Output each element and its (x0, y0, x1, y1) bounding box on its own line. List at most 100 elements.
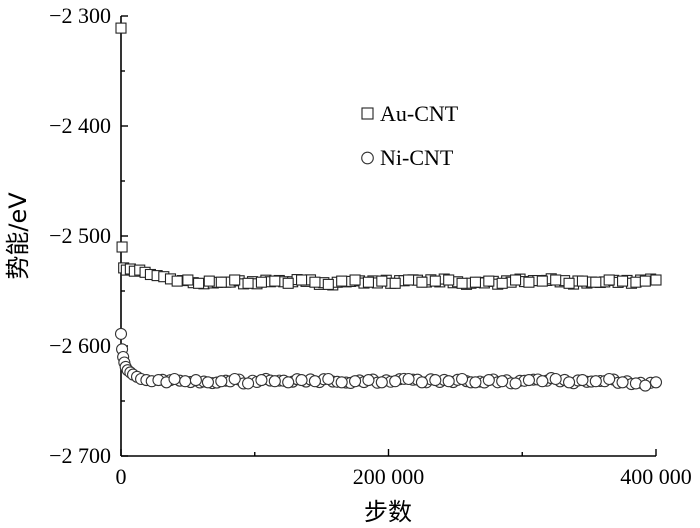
series-layer (114, 22, 663, 392)
data-point (115, 22, 127, 34)
data-point (309, 276, 321, 288)
data-point (523, 276, 535, 288)
data-point (650, 274, 662, 286)
data-point (349, 274, 361, 286)
data-point (550, 274, 562, 286)
data-point (429, 374, 442, 387)
data-point (469, 376, 482, 389)
y-axis-ticks: −2 300 −2 400 −2 500 −2 600 −2 700 (49, 3, 128, 468)
legend-label-ni-cnt: Ni-CNT (380, 145, 454, 170)
data-point (229, 274, 241, 286)
data-point (509, 377, 522, 390)
series-ni-cnt (114, 327, 663, 392)
data-point (171, 275, 183, 287)
data-point (322, 278, 334, 290)
data-point (389, 375, 402, 388)
data-point (402, 372, 415, 386)
data-point (549, 372, 562, 386)
data-point (469, 276, 481, 288)
y-tick-label: −2 700 (49, 443, 111, 468)
data-point (255, 374, 268, 387)
data-point (228, 372, 241, 386)
data-point (456, 372, 469, 386)
data-point (442, 375, 455, 388)
data-point (496, 375, 509, 388)
data-point (603, 372, 616, 386)
data-point (522, 374, 535, 387)
data-point (203, 275, 215, 287)
data-point (336, 275, 348, 287)
data-point (415, 376, 428, 389)
data-point (308, 375, 321, 388)
data-point (282, 376, 295, 389)
y-axis-title: 势能/eV (4, 192, 32, 280)
data-point (322, 372, 335, 386)
data-point (182, 274, 194, 286)
data-point (483, 275, 495, 287)
data-point (215, 375, 228, 388)
data-point (375, 376, 388, 389)
x-tick-label: 200 000 (353, 464, 425, 489)
data-point (179, 375, 192, 388)
data-point (590, 276, 602, 288)
data-point (242, 277, 254, 289)
data-point (403, 274, 415, 286)
data-point (201, 376, 214, 389)
data-point (603, 274, 615, 286)
data-point (114, 327, 128, 340)
data-point (589, 375, 602, 388)
data-point (617, 275, 629, 287)
data-point (536, 375, 549, 388)
data-point (295, 374, 308, 387)
x-axis-ticks: 0 200 000 400 000 (116, 449, 692, 489)
data-point (649, 376, 663, 389)
legend-circle-marker (361, 151, 374, 165)
data-point (456, 277, 468, 289)
data-point (362, 276, 374, 288)
data-point (496, 277, 508, 289)
legend: Au-CNT Ni-CNT (361, 101, 459, 170)
data-point (335, 376, 348, 389)
data-point (255, 276, 267, 288)
x-tick-label: 400 000 (620, 464, 692, 489)
data-point (242, 377, 255, 390)
x-axis-title: 步数 (364, 498, 412, 526)
data-point (563, 277, 575, 289)
data-point (296, 274, 308, 286)
data-point (443, 274, 455, 286)
legend-label-au-cnt: Au-CNT (380, 101, 459, 126)
y-tick-label: −2 600 (49, 333, 111, 358)
data-point (563, 376, 576, 389)
data-point (193, 277, 205, 289)
x-tick-label: 0 (116, 464, 127, 489)
data-point (616, 376, 629, 389)
data-point (429, 275, 441, 287)
data-point (576, 275, 588, 287)
data-point (376, 275, 388, 287)
data-point (282, 277, 294, 289)
data-point (482, 374, 495, 387)
data-point (389, 277, 401, 289)
legend-square-marker (361, 107, 374, 120)
data-point (349, 375, 362, 388)
data-point (269, 275, 281, 287)
data-point (168, 372, 181, 386)
data-point (510, 274, 522, 286)
data-point (189, 374, 202, 387)
data-point (268, 375, 281, 388)
data-point (536, 275, 548, 287)
data-point (116, 241, 128, 253)
y-tick-label: −2 400 (49, 113, 111, 138)
data-point (416, 276, 428, 288)
plot-area (120, 16, 656, 457)
data-point (362, 374, 375, 387)
y-tick-label: −2 300 (49, 3, 111, 28)
data-point (576, 374, 589, 387)
data-point (215, 276, 227, 288)
y-tick-label: −2 500 (49, 223, 111, 248)
data-point (630, 276, 642, 288)
data-point (639, 275, 651, 287)
data-point (639, 379, 652, 392)
series-au-cnt (115, 22, 662, 291)
